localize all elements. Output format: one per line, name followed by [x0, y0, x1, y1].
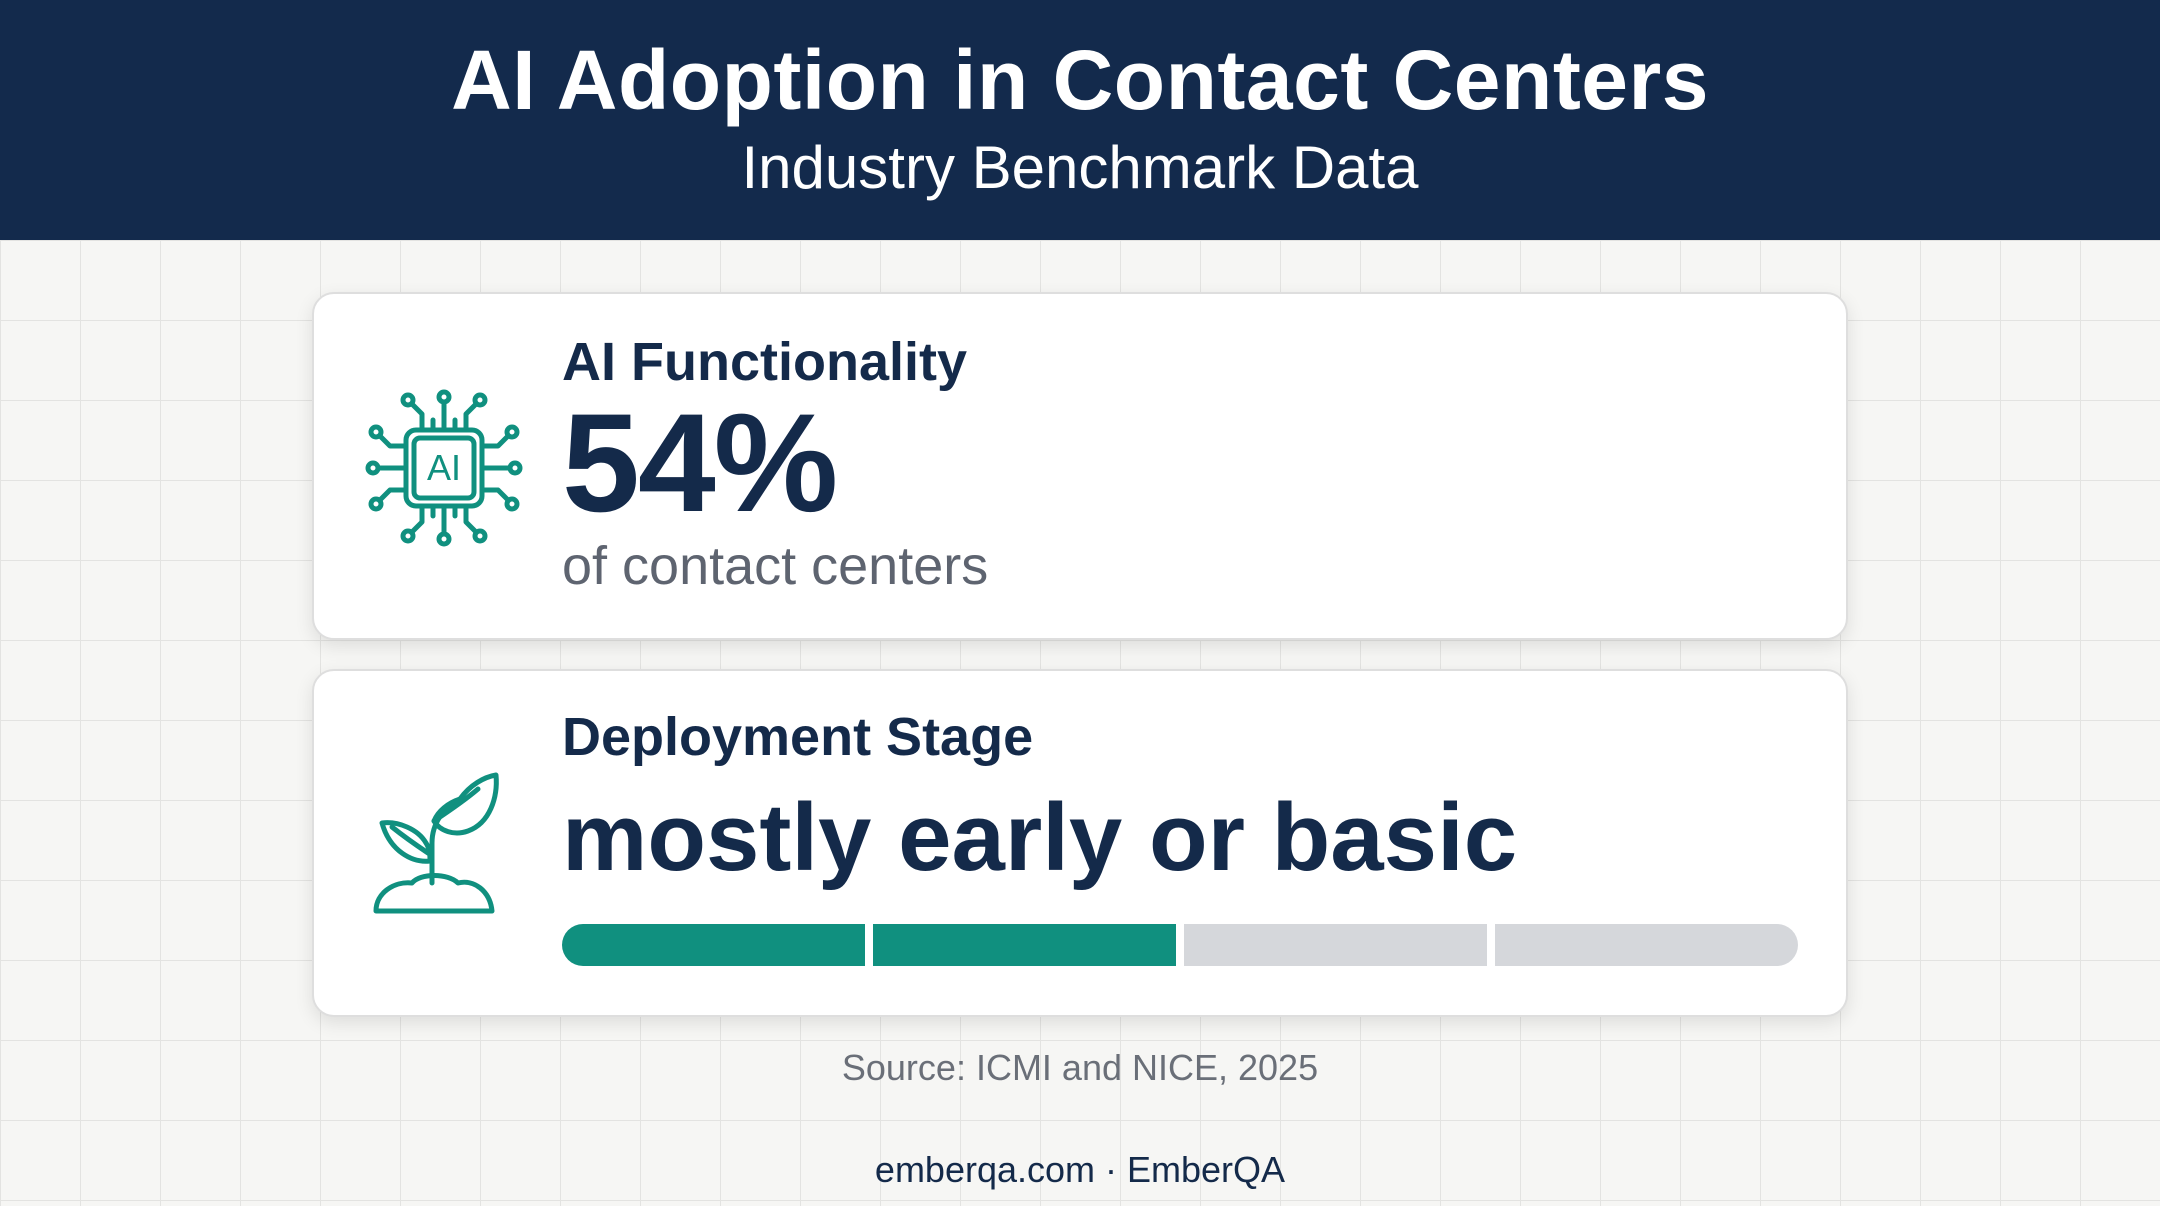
deployment-stage-label: Deployment Stage	[562, 707, 1034, 767]
page-subtitle: Industry Benchmark Data	[741, 134, 1419, 201]
progress-segment-2	[873, 924, 1176, 966]
ai-functionality-caption: of contact centers	[562, 536, 989, 596]
deployment-progress-bar	[562, 924, 1798, 966]
page-title: AI Adoption in Contact Centers	[451, 33, 1709, 127]
deployment-stage-value: mostly early or basic	[562, 784, 1518, 891]
source-note: Source: ICMI and NICE, 2025	[841, 1047, 1319, 1088]
deployment-stage-card: Deployment Stage mostly early or basic	[312, 669, 1848, 1017]
ai-functionality-label: AI Functionality	[562, 332, 967, 392]
footer-credit: emberqa.com · EmberQA	[874, 1149, 1286, 1190]
svg-text:AI: AI	[427, 447, 461, 488]
progress-segment-1	[562, 924, 865, 966]
ai-chip-icon: AI	[364, 388, 524, 548]
ai-functionality-card: AI AI Functionality 54% of contact cente…	[312, 292, 1848, 640]
progress-segment-3	[1184, 924, 1487, 966]
sprout-icon	[372, 765, 502, 915]
ai-functionality-value: 54%	[562, 384, 838, 541]
header-banner: AI Adoption in Contact Centers Industry …	[0, 0, 2160, 240]
progress-segment-4	[1495, 924, 1798, 966]
